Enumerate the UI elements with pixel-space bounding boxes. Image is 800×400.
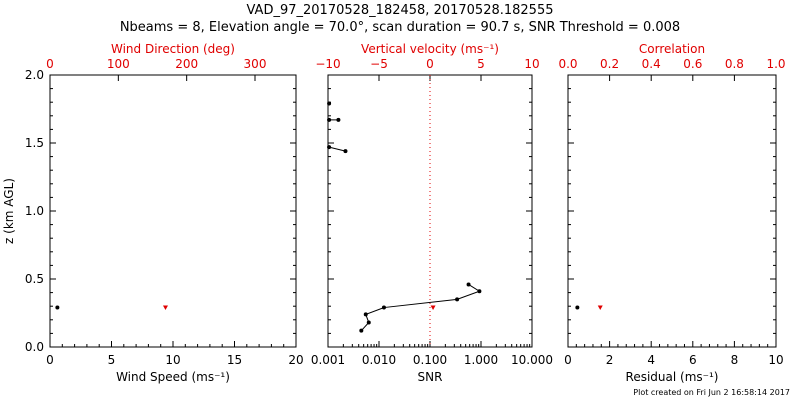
- panel1-xtick-label: 0: [46, 353, 54, 367]
- panel2-data-point: [477, 289, 482, 294]
- ytick-label: 2.0: [25, 68, 44, 82]
- panel3-x2label: Correlation: [639, 42, 705, 56]
- panel3-xtick-label: 10: [768, 353, 783, 367]
- panel1-data-point: [162, 305, 168, 311]
- panel1-x2tick-label: 200: [175, 57, 198, 71]
- panel2-x2tick-label: −10: [315, 57, 340, 71]
- ytick-label: 0.5: [25, 272, 44, 286]
- panel2-xtick-label: 0.001: [311, 353, 345, 367]
- panel2-data-point: [336, 117, 341, 122]
- panel2-data-point: [343, 149, 348, 154]
- panel2-data-point: [359, 328, 364, 333]
- panel2-x2tick-label: 5: [477, 57, 485, 71]
- panel3-data-point: [597, 305, 603, 311]
- panel1-xtick-label: 20: [288, 353, 303, 367]
- panel1-x2tick-label: 300: [244, 57, 267, 71]
- panel3-x2tick-label: 0.2: [600, 57, 619, 71]
- ylabel: z (km AGL): [2, 178, 16, 244]
- panel2-data-point: [363, 312, 368, 317]
- panel2-data-point: [327, 145, 332, 150]
- panel3-data-point: [575, 305, 580, 310]
- panel3-xtick-label: 2: [606, 353, 614, 367]
- panel2-data-point: [455, 297, 460, 302]
- panel2-xtick-label: 10.000: [511, 353, 553, 367]
- panel2-data-point: [366, 320, 371, 325]
- chart-subtitle: Nbeams = 8, Elevation angle = 70.0°, sca…: [119, 20, 681, 35]
- panel1-x2tick-label: 100: [107, 57, 130, 71]
- plot-created-footnote: Plot created on Fri Jun 2 16:58:14 2017: [633, 388, 790, 397]
- panel2-xtick-label: 0.100: [413, 353, 447, 367]
- panel2-xlabel: SNR: [418, 370, 443, 384]
- panel2-data-point: [327, 117, 332, 122]
- panel2-data-point: [430, 305, 436, 311]
- panel2-series-line: [328, 146, 346, 152]
- panel2-x2tick-label: 10: [524, 57, 539, 71]
- panel3-xtick-label: 0: [564, 353, 572, 367]
- panel3-xtick-label: 6: [689, 353, 697, 367]
- panel2-xtick-label: 0.010: [362, 353, 396, 367]
- panel3-x2tick-label: 0.0: [558, 57, 577, 71]
- panel3-xtick-label: 8: [731, 353, 739, 367]
- panel1-xlabel: Wind Speed (ms⁻¹): [116, 370, 230, 384]
- chart-title: VAD_97_20170528_182458, 20170528.182555: [246, 3, 554, 18]
- panel2-x2tick-label: 0: [426, 57, 434, 71]
- panel1-frame: [49, 74, 297, 348]
- panel2-x2label: Vertical velocity (ms⁻¹): [361, 42, 499, 56]
- panel1-xtick-label: 5: [108, 353, 116, 367]
- panel2-xtick-label: 1.000: [464, 353, 498, 367]
- panel2-data-point: [381, 305, 386, 310]
- panel1-data-point: [55, 305, 60, 310]
- panel1-xtick-label: 15: [227, 353, 242, 367]
- panel3-x2tick-label: 0.8: [725, 57, 744, 71]
- panel3-x2tick-label: 0.4: [642, 57, 661, 71]
- panel2-data-point: [327, 101, 332, 106]
- panel1-xtick-label: 10: [165, 353, 180, 367]
- panel3-xlabel: Residual (ms⁻¹): [626, 370, 719, 384]
- ytick-label: 0.0: [25, 340, 44, 354]
- ytick-label: 1.5: [25, 136, 44, 150]
- ytick-label: 1.0: [25, 204, 44, 218]
- panel1-x2tick-label: 0: [46, 57, 54, 71]
- panel2-data-point: [466, 282, 471, 287]
- panel2-x2tick-label: −5: [370, 57, 388, 71]
- panel3-xtick-label: 4: [647, 353, 655, 367]
- panel2-series-line: [360, 284, 481, 332]
- panel3-x2tick-label: 0.6: [683, 57, 702, 71]
- panel1-x2label: Wind Direction (deg): [111, 42, 235, 56]
- panel3-x2tick-label: 1.0: [766, 57, 785, 71]
